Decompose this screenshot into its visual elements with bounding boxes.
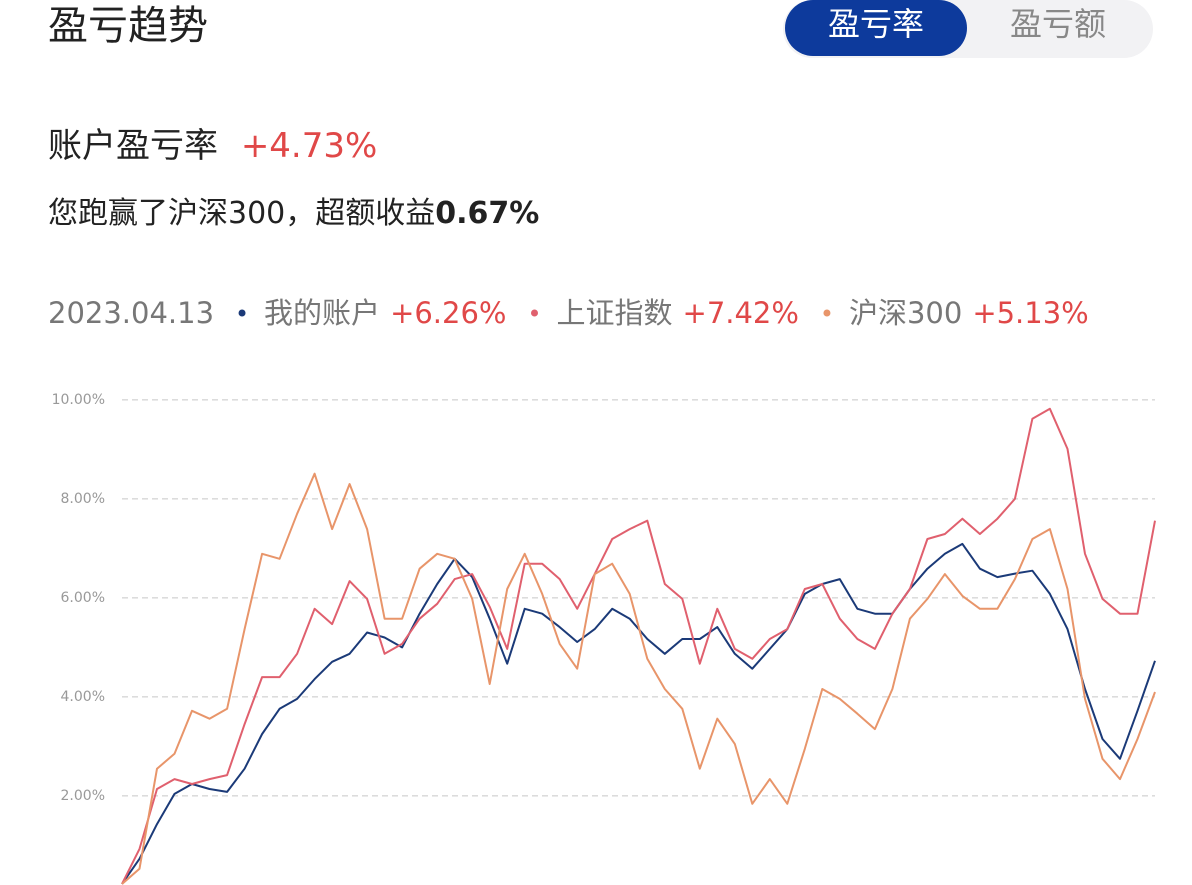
tab[interactable]: 盈亏额 xyxy=(1010,5,1106,43)
y-tick-label: 10.00% xyxy=(52,392,105,408)
plot: 2.00% 4.00% 6.00% 8.00% 10.00% xyxy=(52,392,1156,885)
legend-name: 沪深300 xyxy=(849,296,962,330)
y-tick-label: 6.00% xyxy=(61,590,105,606)
summary-value: +4.73% xyxy=(241,126,378,166)
series-line xyxy=(121,542,1156,885)
page-title: 盈亏趋势 xyxy=(48,3,208,49)
y-tick-label: 4.00% xyxy=(61,689,105,705)
y-tick-label: 8.00% xyxy=(61,491,105,507)
summary-label: 账户盈亏率 xyxy=(48,126,218,166)
tab-active-bg[interactable] xyxy=(785,0,967,56)
legend-dot xyxy=(823,309,831,317)
legend-name: 我的账户 xyxy=(264,296,380,330)
series-line xyxy=(121,472,1156,885)
y-tick-label: 2.00% xyxy=(61,788,105,804)
legend-dot xyxy=(531,309,538,317)
summary-note: 您跑赢了沪深300，超额收益0.67% xyxy=(48,196,539,231)
legend-dot xyxy=(238,309,246,317)
summary: 账户盈亏率 +4.73% xyxy=(48,126,377,166)
legend-value: +5.13% xyxy=(972,296,1088,330)
legend: 2023.04.13 我的账户 +6.26% 上证指数 +7.42% 沪深300 +5.1… xyxy=(48,296,1089,330)
legend-date: 2023.04.13 xyxy=(48,296,214,330)
note-text: 您跑赢了沪深300，超额收益 xyxy=(48,196,435,231)
note-value: 0.67% xyxy=(435,196,539,231)
legend-name: 上证指数 xyxy=(557,296,673,330)
legend-value: +6.26% xyxy=(390,296,506,330)
legend-value: +7.42% xyxy=(683,296,799,330)
tab[interactable]: 盈亏率 xyxy=(828,5,924,43)
series-line xyxy=(121,407,1156,885)
